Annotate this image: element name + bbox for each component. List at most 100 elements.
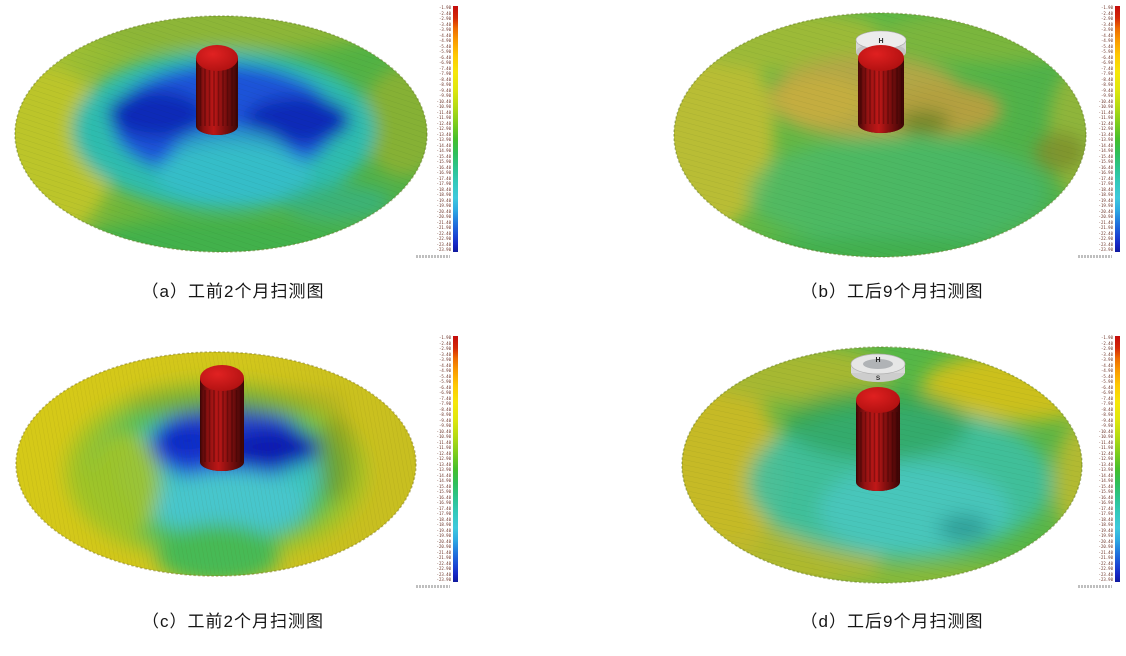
colorbar-tick-label: -3.40 — [438, 351, 451, 357]
colorbar-tick-label: -10.40 — [436, 428, 451, 434]
colorbar-tick-label: -15.90 — [1098, 489, 1113, 494]
colorbar-tick-label: -2.90 — [1100, 346, 1113, 351]
colorbar-tick-label: -2.40 — [438, 10, 451, 16]
colorbar-tick-label: -15.40 — [1098, 153, 1113, 159]
colorbar-tick-label: -6.40 — [438, 54, 451, 60]
colorbar-tick-label: -17.40 — [1098, 505, 1113, 511]
colorbar-tick-label: -21.90 — [1098, 225, 1113, 230]
colorbar-tick-label: -20.90 — [1098, 214, 1113, 219]
colorbar-tick-label: -8.90 — [438, 412, 451, 417]
marker-top-label: H — [875, 357, 880, 364]
colorbar-tick-label: -21.40 — [436, 549, 451, 555]
colorbar-tick-label: -22.90 — [1098, 566, 1113, 571]
colorbar-tick-label: -11.40 — [436, 109, 451, 115]
colorbar-tick-label: -13.90 — [436, 137, 451, 142]
colorbar-tick-label: -15.40 — [436, 483, 451, 489]
colorbar-tick-label: -9.90 — [438, 423, 451, 428]
pile-cylinder — [196, 45, 238, 135]
colorbar-tick-label: -10.40 — [436, 98, 451, 104]
panel-d: H S -1.90 -2.40 -2.90 -3.40 -3.90 -4.40 -4.90-… — [662, 332, 1122, 632]
colorbar-tick-label: -8.90 — [438, 82, 451, 87]
colorbar-tick-label: -10.90 — [1098, 434, 1113, 439]
colorbar-tick-label: -18.90 — [436, 192, 451, 197]
colorbar-tick-label: -6.40 — [1100, 54, 1113, 60]
colorbar-tick-label: -11.90 — [1098, 115, 1113, 120]
pile-top — [196, 45, 238, 71]
colorbar-tick-label: -23.90 — [436, 577, 451, 582]
colorbar-tick-label: -13.90 — [1098, 137, 1113, 142]
colorbar-b: -1.90 -2.40 -2.90 -3.40 -3.90 -4.40 -4.90 -5.40… — [1078, 4, 1122, 258]
colorbar-tick-label: -11.90 — [436, 445, 451, 450]
colorbar-tick-label: -6.90 — [1100, 60, 1113, 65]
colorbar-tick-label: -20.90 — [1098, 544, 1113, 549]
colorbar-tick-label: -3.90 — [438, 357, 451, 362]
colorbar-tick-label: -3.90 — [438, 27, 451, 32]
colorbar-tick-label: -7.40 — [438, 395, 451, 401]
colorbar-tick-label: -16.90 — [436, 500, 451, 505]
colorbar-tick-label: -5.90 — [438, 49, 451, 54]
colorbar-tick-label: -18.40 — [436, 516, 451, 522]
colorbar-tick-label: -23.40 — [1098, 571, 1113, 577]
colorbar-tick-label: -8.90 — [1100, 82, 1113, 87]
colorbar-tick-label: -10.40 — [1098, 98, 1113, 104]
surface-plot-d: H S — [681, 346, 1083, 584]
colorbar-tick-label: -10.90 — [436, 104, 451, 109]
colorbar-b-credit-text — [1078, 255, 1112, 258]
colorbar-tick-label: -14.90 — [1098, 478, 1113, 483]
colorbar-tick-label: -17.90 — [1098, 181, 1113, 186]
colorbar-tick-label: -12.90 — [436, 126, 451, 131]
panel-a: -1.90 -2.40 -2.90 -3.40 -3.90 -4.40 -4.90 -5.40… — [6, 2, 460, 302]
colorbar-tick-label: -5.40 — [438, 373, 451, 379]
colorbar-c-tick-labels: -1.90 -2.40 -2.90 -3.40 -3.90 -4.40 -4.90 -5.40… — [437, 336, 451, 582]
colorbar-tick-label: -12.40 — [1098, 120, 1113, 126]
colorbar-a-gradient — [453, 6, 458, 252]
panel-c-caption: （c）工前2个月扫测图 — [142, 612, 324, 631]
colorbar-tick-label: -5.40 — [1100, 373, 1113, 379]
colorbar-tick-label: -17.40 — [436, 505, 451, 511]
colorbar-tick-label: -4.40 — [1100, 362, 1113, 368]
colorbar-tick-label: -21.90 — [436, 555, 451, 560]
colorbar-tick-label: -14.40 — [436, 472, 451, 478]
colorbar-tick-label: -14.40 — [1098, 472, 1113, 478]
colorbar-tick-label: -18.90 — [436, 522, 451, 527]
colorbar-tick-label: -11.40 — [1098, 439, 1113, 445]
pile-cylinder — [856, 387, 900, 491]
colorbar-tick-label: -1.90 — [1100, 335, 1113, 340]
colorbar-tick-label: -2.40 — [1100, 10, 1113, 16]
surface-rim — [15, 351, 417, 577]
colorbar-tick-label: -17.40 — [436, 175, 451, 181]
colorbar-tick-label: -21.40 — [1098, 549, 1113, 555]
colorbar-tick-label: -13.90 — [436, 467, 451, 472]
colorbar-tick-label: -23.40 — [1098, 241, 1113, 247]
colorbar-tick-label: -1.90 — [438, 5, 451, 10]
surface-rim — [681, 346, 1083, 584]
colorbar-tick-label: -16.40 — [436, 494, 451, 500]
pile-top — [858, 45, 904, 71]
colorbar-tick-label: -22.40 — [436, 560, 451, 566]
colorbar-tick-label: -5.90 — [1100, 379, 1113, 384]
colorbar-tick-label: -20.40 — [436, 538, 451, 544]
colorbar-a-tick-labels: -1.90 -2.40 -2.90 -3.40 -3.90 -4.40 -4.90 -5.40… — [437, 6, 451, 252]
colorbar-tick-label: -16.90 — [1098, 170, 1113, 175]
colorbar-tick-label: -3.90 — [1100, 357, 1113, 362]
survey-marker-ring: H S — [850, 353, 906, 382]
colorbar-tick-label: -22.90 — [1098, 236, 1113, 241]
pile-cylinder — [200, 365, 244, 471]
colorbar-tick-label: -12.40 — [436, 120, 451, 126]
colorbar-tick-label: -12.40 — [436, 450, 451, 456]
colorbar-tick-label: -18.40 — [1098, 516, 1113, 522]
colorbar-tick-label: -14.90 — [1098, 148, 1113, 153]
panel-b-caption: （b）工后9个月扫测图 — [800, 282, 984, 301]
colorbar-tick-label: -11.40 — [436, 439, 451, 445]
colorbar-tick-label: -17.90 — [1098, 511, 1113, 516]
colorbar-tick-label: -22.40 — [1098, 230, 1113, 236]
colorbar-tick-label: -23.40 — [436, 241, 451, 247]
colorbar-tick-label: -2.90 — [438, 16, 451, 21]
colorbar-tick-label: -21.40 — [436, 219, 451, 225]
colorbar-tick-label: -21.90 — [1098, 555, 1113, 560]
colorbar-tick-label: -7.40 — [1100, 395, 1113, 401]
colorbar-tick-label: -11.90 — [436, 115, 451, 120]
colorbar-tick-label: -14.90 — [436, 478, 451, 483]
colorbar-d-gradient — [1115, 336, 1120, 582]
